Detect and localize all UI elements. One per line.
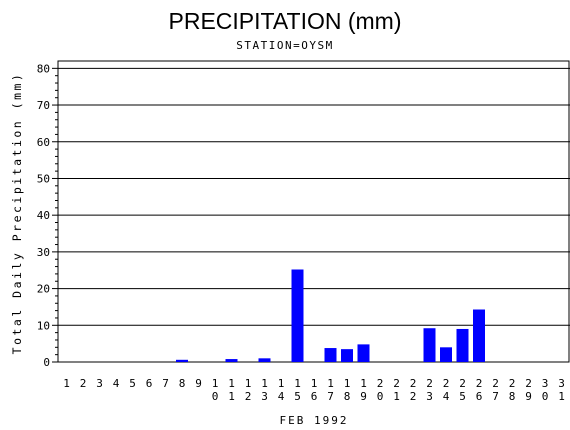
y-tick-label: 40: [37, 209, 50, 222]
y-tick-label: 60: [37, 136, 50, 149]
x-axis-label: FEB 1992: [280, 414, 349, 427]
x-tick-label: 2: [80, 377, 87, 390]
bar: [176, 359, 188, 362]
x-tick-label: 4: [113, 377, 120, 390]
bar: [456, 328, 469, 362]
x-tick-label: 6: [146, 377, 153, 390]
bar: [291, 269, 304, 362]
x-tick-label: 8: [179, 377, 186, 390]
y-tick-label: 70: [37, 99, 50, 112]
chart-title: PRECIPITATION (mm): [169, 8, 402, 34]
x-tick-label: 5: [129, 377, 136, 390]
y-tick-label: 50: [37, 172, 50, 185]
x-tick-label: 1: [63, 377, 70, 390]
chart-subtitle: STATION=OYSM: [236, 39, 333, 52]
bar: [473, 309, 485, 362]
x-tick-label: 7: [162, 377, 169, 390]
bar: [324, 348, 337, 362]
plot-frame: [57, 60, 570, 363]
x-tick-label: 9: [195, 377, 202, 390]
x-tick-label: 3: [96, 377, 103, 390]
y-tick-label: 80: [37, 62, 50, 75]
y-tick-label: 20: [37, 283, 50, 296]
y-tick-label: 30: [37, 246, 50, 259]
y-axis-label: Total Daily Precipitation (mm): [10, 72, 24, 355]
bar: [258, 358, 271, 362]
bar: [341, 349, 353, 362]
bar: [357, 344, 370, 362]
bar: [423, 328, 436, 362]
bar: [440, 347, 452, 362]
y-tick-label: 10: [37, 319, 50, 332]
bar: [225, 359, 238, 362]
y-tick-label: 0: [43, 356, 50, 369]
